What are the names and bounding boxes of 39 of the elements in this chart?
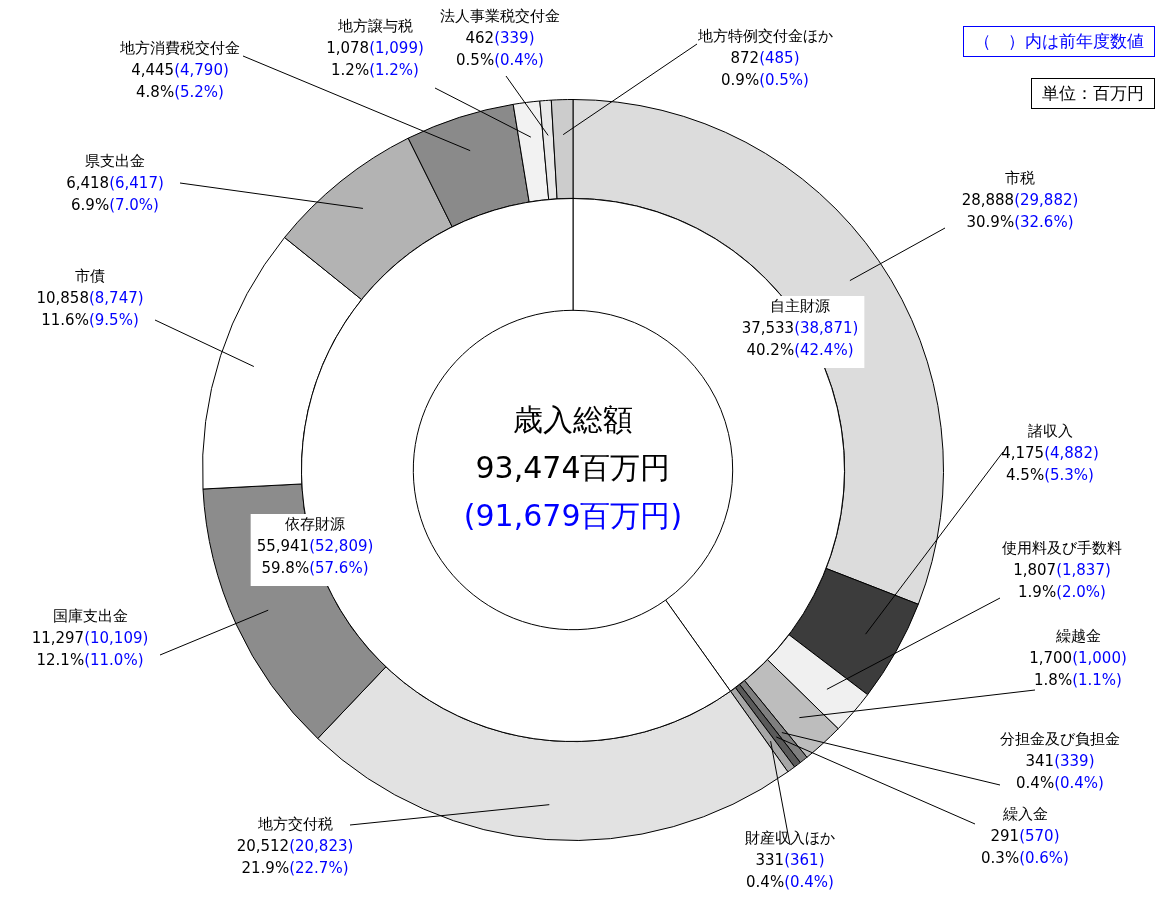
text: （ ）内は前年度数値 [963, 26, 1155, 57]
data-label: 1,700(1,000) 1.8%(1.1%) [1029, 649, 1127, 690]
data-label: 10,858(8,747) 11.6%(9.5%) [36, 289, 144, 330]
text: 歳入総額 [513, 401, 633, 437]
slice-label: 自主財源 [770, 297, 830, 316]
slice-label: 財産収入ほか [745, 829, 835, 848]
text: 単位：百万円 [1031, 78, 1155, 109]
data-label: 1,078(1,099) 1.2%(1.2%) [326, 39, 424, 80]
data-label: 291(570) 0.3%(0.6%) [981, 827, 1069, 868]
slice-label: 国庫支出金 [52, 607, 128, 626]
data-label: 6,418(6,417) 6.9%(7.0%) [66, 174, 164, 215]
slice-label: 依存財源 [285, 515, 345, 534]
data-label: 28,888(29,882) 30.9%(32.6%) [961, 191, 1079, 232]
data-label: 341(339) 0.4%(0.4%) [1016, 752, 1104, 793]
data-label: 331(361) 0.4%(0.4%) [746, 851, 834, 892]
slice-label: 法人事業税交付金 [440, 7, 560, 26]
slice-label: 県支出金 [85, 152, 145, 171]
data-label: 37,533(38,871) 40.2%(42.4%) [741, 319, 859, 360]
slice-label: 繰越金 [1054, 627, 1101, 646]
slice-label: 使用料及び手数料 [1002, 539, 1122, 558]
data-label: 55,941(52,809) 59.8%(57.6%) [256, 537, 374, 578]
slice-label: 分担金及び負担金 [1000, 730, 1120, 749]
text: 93,474百万円 [475, 449, 671, 485]
slice-label: 地方消費税交付金 [119, 39, 240, 58]
text: (91,679百万円) [463, 497, 683, 533]
slice-label: 地方交付税 [256, 815, 333, 834]
slice-label: 市債 [75, 267, 105, 286]
data-label: 4,445(4,790) 4.8%(5.2%) [131, 61, 229, 102]
slice-label: 諸収入 [1027, 422, 1073, 441]
slice-label: 地方譲与税 [336, 17, 413, 36]
slice-label: 地方特例交付金ほか [696, 27, 833, 46]
data-label: 4,175(4,882) 4.5%(5.3%) [1001, 444, 1099, 485]
data-label: 11,297(10,109) 12.1%(11.0%) [31, 629, 149, 670]
data-label: 1,807(1,837) 1.9%(2.0%) [1013, 561, 1111, 602]
data-label: 462(339) 0.5%(0.4%) [456, 29, 544, 70]
data-label: 20,512(20,823) 21.9%(22.7%) [236, 837, 354, 878]
slice-label: 市税 [1005, 169, 1035, 188]
data-label: 872(485) 0.9%(0.5%) [721, 49, 809, 90]
slice-label: 繰入金 [1001, 805, 1048, 824]
